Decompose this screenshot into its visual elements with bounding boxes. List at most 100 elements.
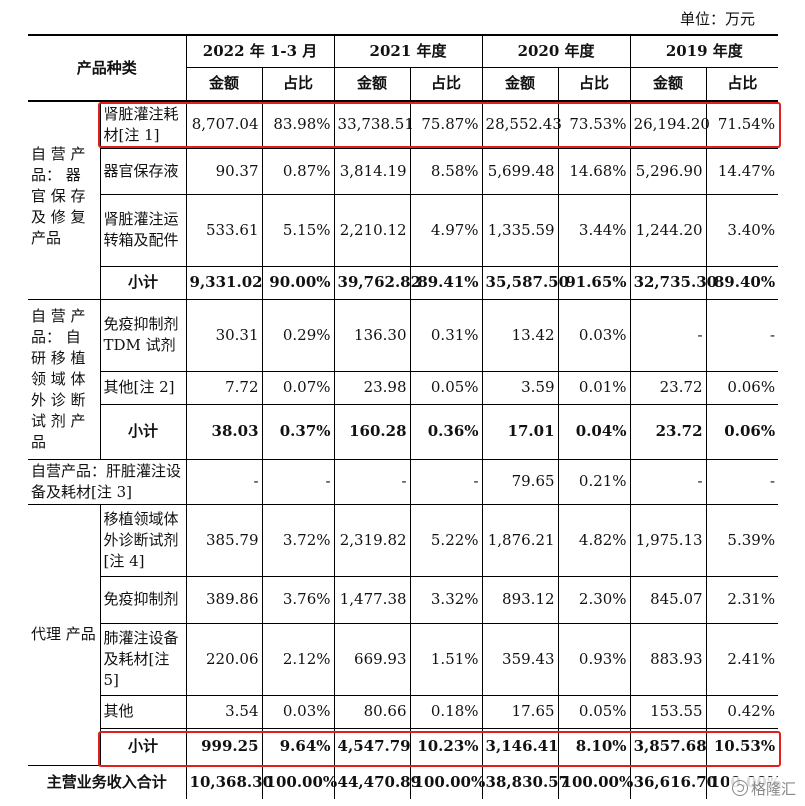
cell-value: 100.00% (262, 764, 337, 799)
cell-value: 8.10% (558, 727, 631, 765)
cell-value: 160.28 (334, 403, 411, 459)
cell-value: 36,616.70 (630, 764, 717, 799)
cell-value: 17.65 (482, 694, 559, 728)
cell-value: 14.68% (558, 147, 631, 194)
cell-value: 4.97% (410, 193, 483, 266)
table-row: 肺灌注设备及耗材[注 5] 220.06 2.12% 669.93 1.51% … (28, 622, 779, 695)
header-amount: 金额 (630, 66, 707, 101)
cell-value: 0.36% (410, 403, 483, 459)
cell-value: - (630, 458, 707, 504)
cell-value: 71.54% (706, 100, 779, 148)
subtotal-row: 小计 999.25 9.64% 4,547.79 10.23% 3,146.41… (28, 727, 779, 765)
table-row: 器官保存液 90.37 0.87% 3,814.19 8.58% 5,699.4… (28, 147, 779, 194)
cell-value: 3.59 (482, 370, 559, 404)
cell-value: 533.61 (186, 193, 263, 266)
cell-value: 0.18% (410, 694, 483, 728)
table-row: 代理 产品 移植领域体外诊断试剂[注 4] 385.79 3.72% 2,319… (28, 503, 779, 765)
cell-value: 0.05% (558, 694, 631, 728)
header-ratio: 占比 (262, 66, 335, 101)
cell-value: 0.04% (558, 403, 631, 459)
cell-value: 79.65 (482, 458, 559, 504)
cell-value: 10.53% (706, 727, 779, 765)
row-name: 其他[注 2] (100, 370, 187, 404)
logo-icon (731, 780, 748, 796)
cell-value: 23.72 (630, 403, 707, 459)
cell-value: 3.32% (410, 575, 483, 623)
cell-value: 14.47% (706, 147, 779, 194)
row-name: 免疫抑制剂 TDM 试剂 (100, 298, 187, 371)
cell-value: 1,477.38 (334, 575, 411, 623)
row-name: 免疫抑制剂 (100, 575, 187, 623)
cell-value: 220.06 (186, 622, 263, 695)
table-row: 肾脏灌注运转箱及配件 533.61 5.15% 2,210.12 4.97% 1… (28, 193, 779, 266)
row-name: 肾脏灌注耗材[注 1] (100, 100, 187, 148)
cell-value: 90.00% (262, 265, 335, 299)
cell-value: 8,707.04 (186, 100, 263, 148)
cell-value: 39,762.82 (334, 265, 421, 299)
table-row: 自营产品：肝脏灌注设备及耗材[注 3] - - - - 79.65 0.21% … (28, 458, 779, 504)
cell-value: 0.42% (706, 694, 779, 728)
cell-value: 0.37% (262, 403, 335, 459)
subtotal-row: 小计 38.03 0.37% 160.28 0.36% 17.01 0.04% … (28, 403, 779, 459)
cell-value: 3.40% (706, 193, 779, 266)
cell-value: - (706, 458, 779, 504)
cell-value: 1.51% (410, 622, 483, 695)
header-row-periods: 产品种类 2022 年 1-3 月 2021 年度 2020 年度 2019 年… (28, 34, 779, 101)
header-period: 2019 年度 (630, 34, 779, 67)
cell-value: 5.39% (706, 503, 779, 576)
cell-value: 0.06% (706, 403, 779, 459)
cell-value: 893.12 (482, 575, 559, 623)
cell-value: 3.76% (262, 575, 335, 623)
header-row-metrics: 金额 占比 金额 占比 金额 占比 金额 占比 (28, 66, 779, 101)
cell-value: 999.25 (186, 727, 263, 765)
watermark-text: 格隆汇 (750, 780, 796, 798)
row-name: 器官保存液 (100, 147, 187, 194)
cell-value: 28,552.43 (482, 100, 562, 148)
subtotal-label: 小计 (100, 727, 187, 765)
cell-value: 153.55 (630, 694, 707, 728)
cell-value: 100.00% (558, 764, 633, 799)
header-ratio: 占比 (558, 66, 631, 101)
cell-value: 1,335.59 (482, 193, 559, 266)
header-amount: 金额 (482, 66, 559, 101)
cell-value: 26,194.20 (630, 100, 710, 148)
cell-value: 2,210.12 (334, 193, 411, 266)
subtotal-label: 小计 (100, 403, 187, 459)
cell-value: 2.31% (706, 575, 779, 623)
cell-value: 10,368.30 (186, 764, 273, 799)
group-label: 自 营 产 品： 器 官 保 存 及 修 复产品 (28, 100, 101, 299)
revenue-table: 产品种类 2022 年 1-3 月 2021 年度 2020 年度 2019 年… (28, 34, 781, 799)
subtotal-label: 小计 (100, 265, 187, 299)
row-name: 肾脏灌注运转箱及配件 (100, 193, 187, 266)
header-amount: 金额 (186, 66, 263, 101)
cell-value: 385.79 (186, 503, 263, 576)
cell-value: 91.65% (558, 265, 631, 299)
cell-value: 90.37 (186, 147, 263, 194)
cell-value: 89.41% (410, 265, 483, 299)
cell-value: - (186, 458, 263, 504)
total-row: 主营业务收入合计 10,368.30 100.00% 44,470.89 100… (28, 764, 781, 799)
group-label: 自营产品：肝脏灌注设备及耗材[注 3] (28, 458, 187, 504)
cell-value: 13.42 (482, 298, 559, 371)
cell-value: 669.93 (334, 622, 411, 695)
cell-value: 0.31% (410, 298, 483, 371)
group-label: 代理 产品 (28, 503, 101, 765)
cell-value: 73.53% (558, 100, 631, 148)
header-category: 产品种类 (28, 34, 187, 101)
cell-value: 7.72 (186, 370, 263, 404)
cell-value: 23.72 (630, 370, 707, 404)
cell-value: 883.93 (630, 622, 707, 695)
cell-value: 23.98 (334, 370, 411, 404)
cell-value: 359.43 (482, 622, 559, 695)
total-label: 主营业务收入合计 (28, 764, 187, 799)
cell-value: 3.72% (262, 503, 335, 576)
cell-value: 75.87% (410, 100, 483, 148)
cell-value: 0.03% (262, 694, 335, 728)
cell-value: 0.93% (558, 622, 631, 695)
cell-value: 30.31 (186, 298, 263, 371)
cell-value: 2.30% (558, 575, 631, 623)
subtotal-row: 小计 9,331.02 90.00% 39,762.82 89.41% 35,5… (28, 265, 779, 299)
header-period: 2022 年 1-3 月 (186, 34, 335, 67)
table-row: 自 营 产 品： 器 官 保 存 及 修 复产品 肾脏灌注耗材[注 1] 8,7… (28, 100, 779, 299)
cell-value: 0.29% (262, 298, 335, 371)
